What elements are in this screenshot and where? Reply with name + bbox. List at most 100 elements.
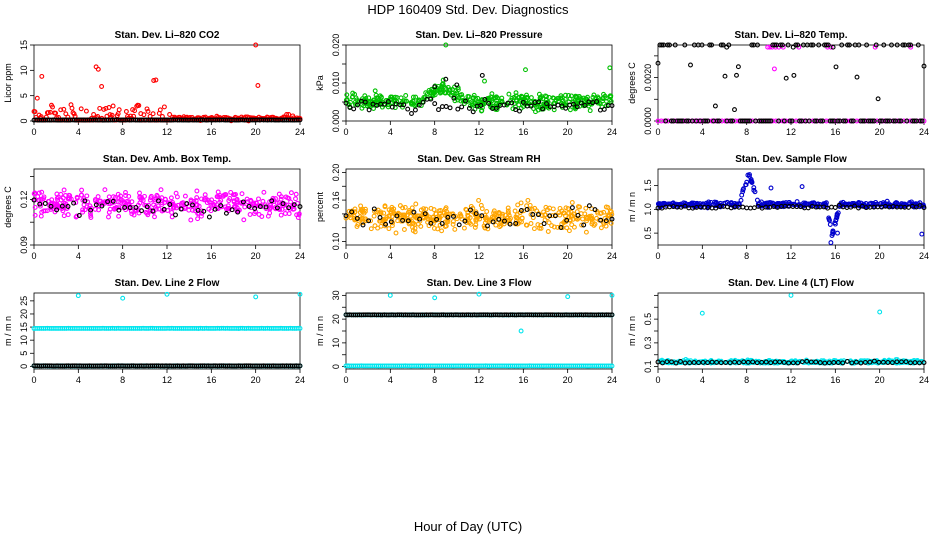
data-point	[549, 213, 555, 219]
data-point	[544, 101, 549, 107]
data-point	[570, 101, 576, 107]
data-point	[788, 292, 794, 298]
data-point	[496, 216, 502, 222]
data-point	[919, 231, 925, 237]
data-point	[399, 102, 405, 108]
points-layer	[655, 292, 927, 366]
data-point	[558, 225, 564, 230]
data-point	[691, 360, 697, 365]
data-point	[195, 207, 201, 213]
data-point	[220, 193, 226, 199]
data-point	[467, 220, 473, 226]
data-point	[881, 42, 887, 48]
data-point	[451, 95, 457, 101]
data-point	[382, 101, 388, 107]
series-hourly	[31, 363, 303, 369]
data-point	[82, 198, 88, 204]
x-tick-label: 24	[607, 127, 617, 137]
data-point	[148, 193, 154, 199]
chart-panel-7: Stan. Dev. Line 2 Flow 0 4 8 12 16 20 24 0 5 10 15 2…	[3, 278, 305, 385]
data-point	[852, 203, 858, 209]
data-point	[202, 192, 208, 198]
data-point	[659, 42, 665, 48]
points-layer	[343, 291, 615, 369]
data-point	[126, 193, 132, 199]
data-point	[747, 118, 753, 124]
data-point	[38, 213, 44, 219]
data-point	[32, 204, 38, 210]
data-point	[278, 212, 284, 218]
y-tick-label: 0	[19, 364, 29, 369]
data-point	[709, 42, 715, 48]
data-point	[296, 212, 302, 218]
data-point	[420, 214, 426, 220]
x-tick-label: 20	[563, 251, 573, 261]
data-point	[252, 206, 258, 211]
data-point	[452, 98, 458, 104]
y-tick-label: 10	[19, 335, 29, 345]
data-point	[584, 218, 590, 224]
data-point	[384, 214, 390, 220]
data-point	[195, 216, 201, 222]
data-point	[603, 204, 609, 210]
data-point	[263, 204, 269, 210]
data-point	[903, 359, 909, 365]
data-point	[463, 206, 469, 212]
data-point	[380, 217, 386, 222]
data-point	[810, 42, 816, 48]
data-point	[208, 208, 214, 214]
data-point	[241, 217, 247, 223]
data-point	[469, 102, 475, 108]
data-point	[712, 103, 718, 109]
data-point	[110, 198, 116, 204]
data-point	[829, 118, 835, 124]
data-point	[389, 214, 395, 219]
data-point	[603, 218, 609, 224]
data-point	[450, 87, 456, 92]
x-tick-label: 16	[830, 375, 840, 385]
data-point	[751, 205, 757, 211]
data-point	[792, 360, 798, 365]
data-point	[409, 205, 415, 211]
data-point	[580, 216, 586, 222]
x-tick-label: 0	[343, 127, 348, 137]
data-point	[428, 220, 434, 226]
data-point	[349, 209, 355, 215]
data-point	[552, 213, 558, 219]
data-point	[768, 360, 774, 366]
data-point	[42, 201, 48, 206]
figure-x-label: Hour of Day (UTC)	[414, 519, 522, 534]
data-point	[288, 199, 294, 205]
data-point	[518, 208, 524, 213]
data-point	[797, 118, 803, 124]
data-point	[188, 217, 194, 223]
data-point	[724, 44, 730, 50]
data-point	[519, 215, 525, 221]
data-point	[826, 360, 832, 366]
data-point	[705, 118, 711, 124]
data-point	[470, 109, 476, 115]
x-tick-label: 16	[206, 375, 216, 385]
panel-grid: Stan. Dev. Li–820 CO2 0 4 8 12 16 20 24 0 5 10 15 Li…	[3, 30, 929, 385]
data-point	[521, 96, 527, 102]
data-point	[445, 219, 451, 225]
data-point	[119, 204, 125, 210]
data-point	[759, 359, 765, 365]
x-tick-label: 4	[76, 251, 81, 261]
data-point	[63, 111, 69, 117]
data-point	[416, 102, 422, 108]
data-point	[247, 212, 253, 217]
data-point	[286, 205, 292, 211]
data-point	[506, 91, 512, 97]
data-point	[386, 226, 392, 232]
data-point	[242, 204, 248, 210]
data-point	[475, 95, 481, 101]
points-layer	[31, 291, 303, 369]
data-point	[233, 203, 239, 209]
data-point	[921, 360, 927, 366]
data-point	[513, 104, 518, 110]
y-tick-label: 0.0000	[643, 107, 653, 135]
data-point	[401, 227, 407, 232]
series-hourly	[655, 202, 927, 211]
data-point	[85, 199, 91, 205]
